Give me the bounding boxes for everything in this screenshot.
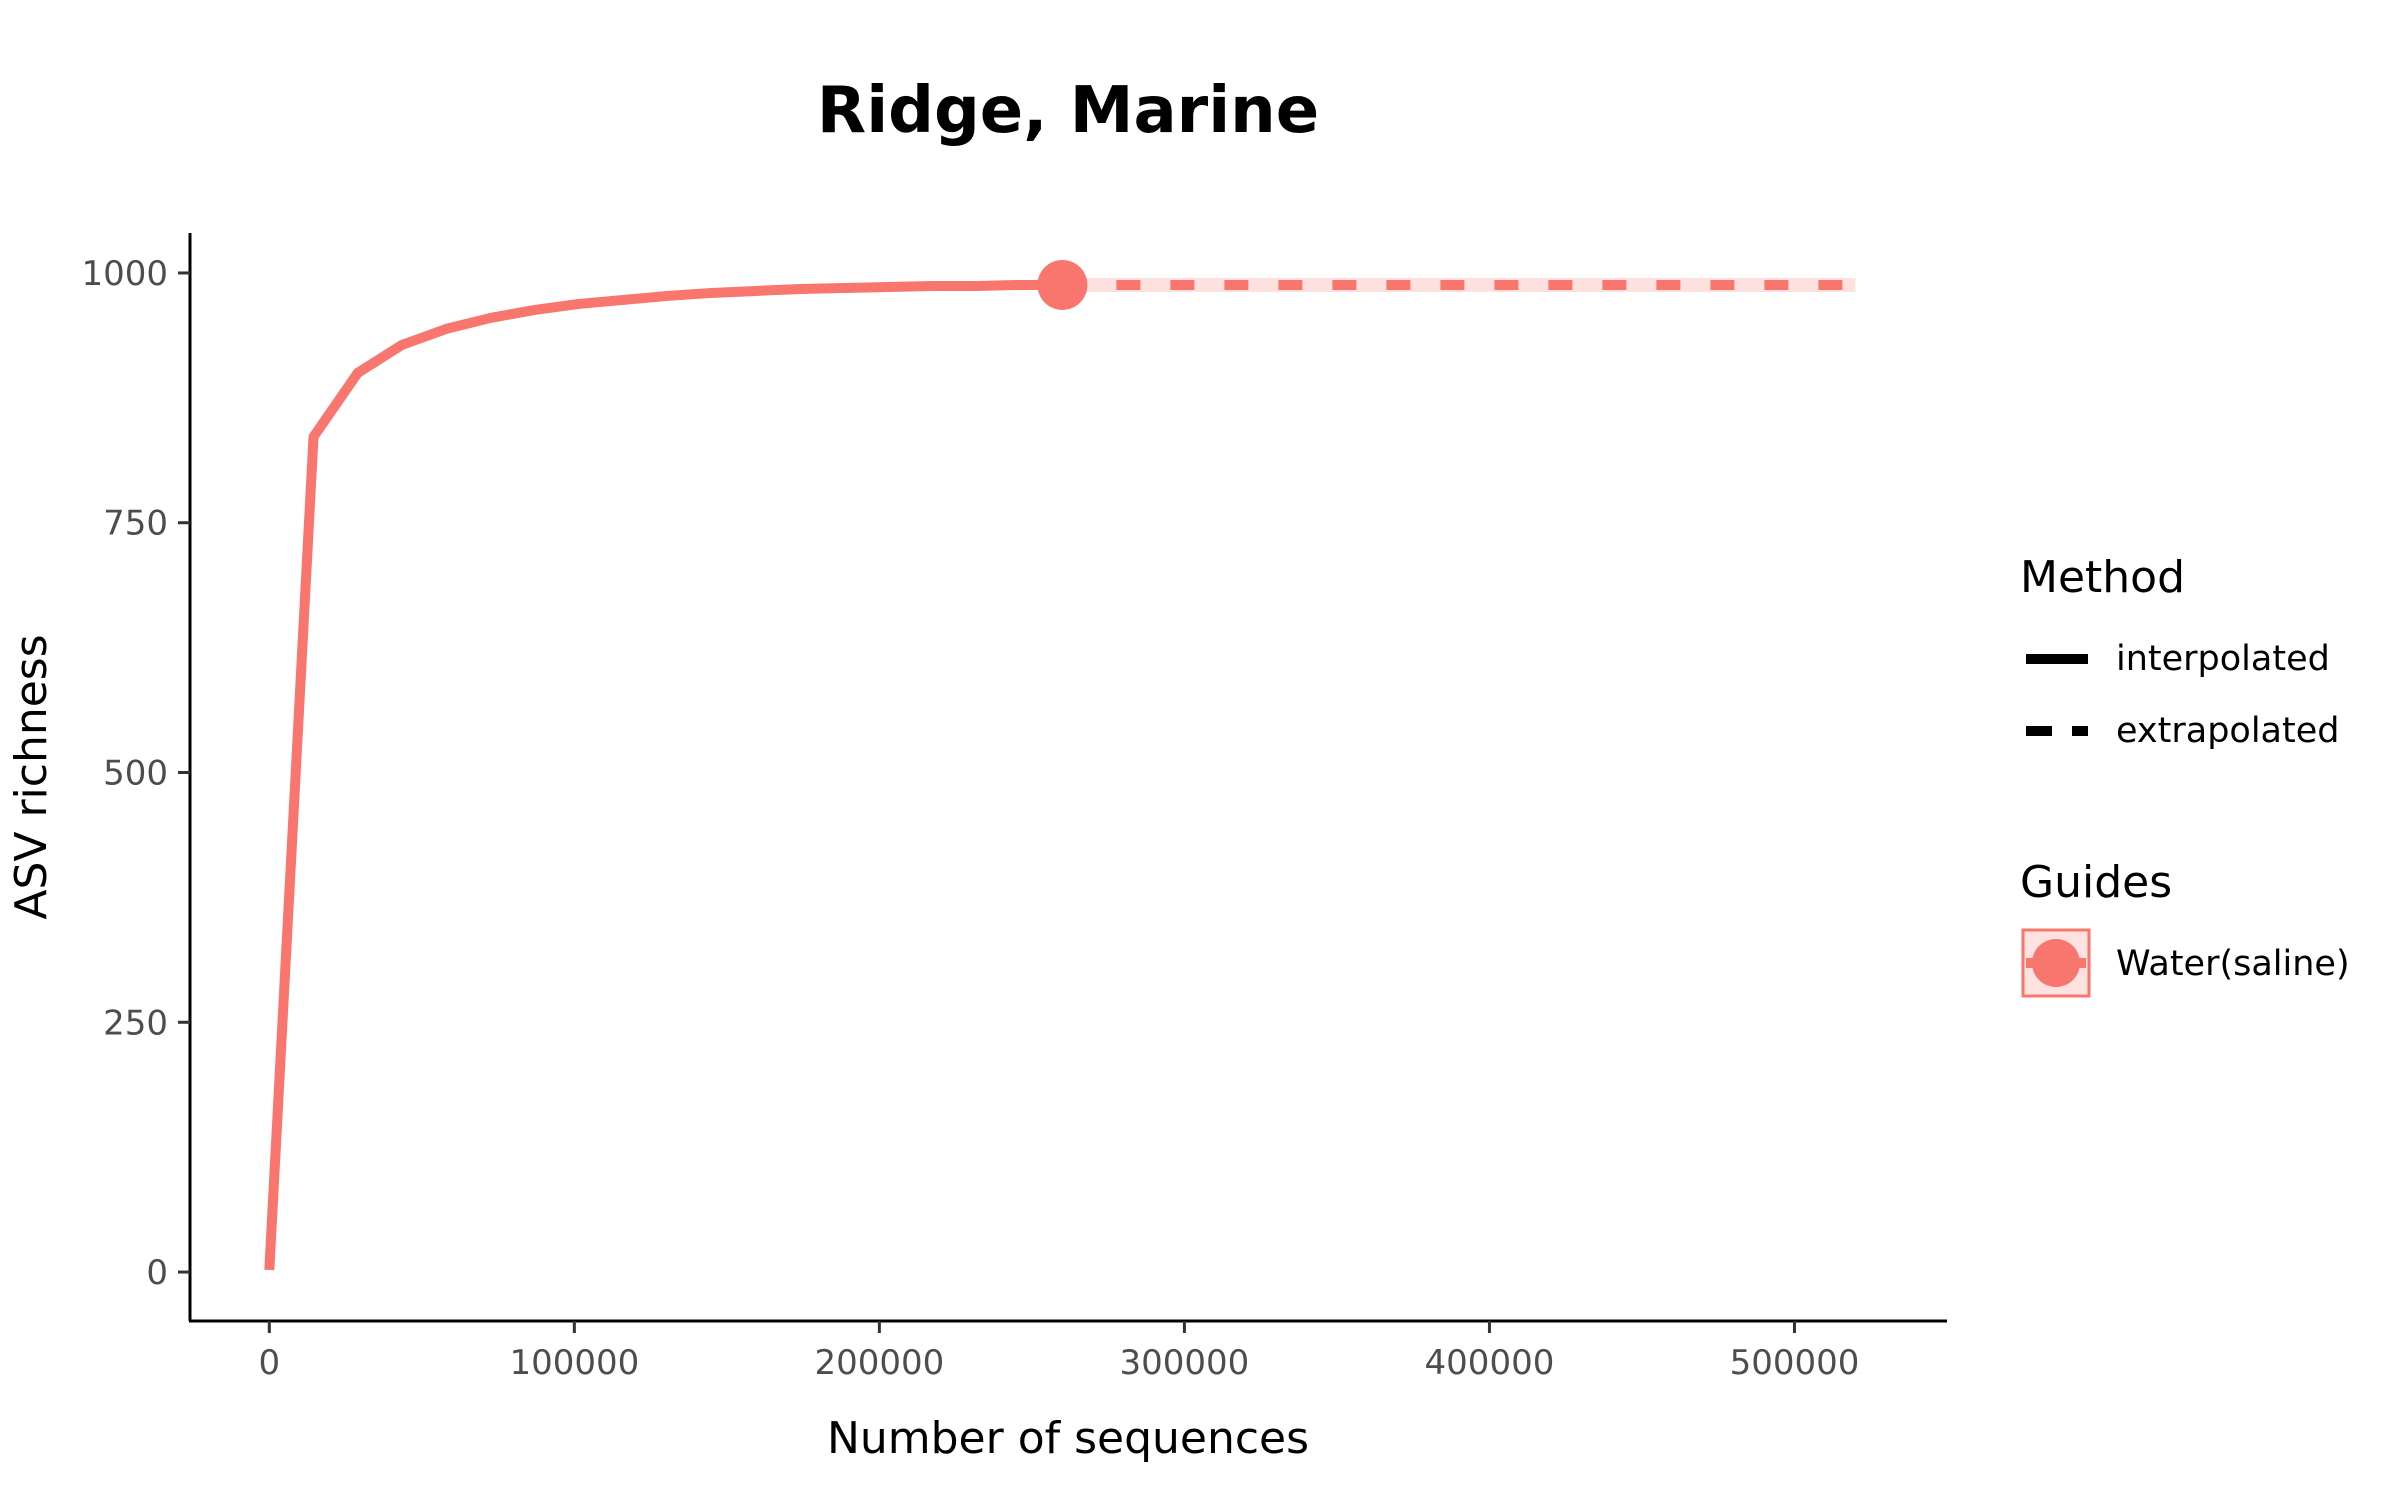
legend-extrapolated-label: extrapolated <box>2116 711 2339 751</box>
legend-water-saline-key-point <box>2032 939 2080 987</box>
x-tick-label: 0 <box>258 1343 280 1383</box>
legend-method-title: Method <box>2020 552 2185 603</box>
y-tick-label: 750 <box>103 504 168 544</box>
legend: Method interpolated extrapolated Guides … <box>2020 552 2350 998</box>
y-tick-label: 1000 <box>81 254 168 294</box>
observed-point <box>1037 259 1088 310</box>
x-axis-title: Number of sequences <box>827 1413 1309 1464</box>
chart-title: Ridge, Marine <box>817 74 1319 148</box>
y-tick-label: 250 <box>103 1003 168 1043</box>
plot-area <box>264 259 1856 1271</box>
x-tick-label: 400000 <box>1425 1343 1555 1383</box>
y-tick-label: 0 <box>146 1253 168 1293</box>
legend-water-saline-label: Water(saline) <box>2116 944 2350 984</box>
x-axis-ticks: 0 100000 200000 300000 400000 500000 <box>258 1321 1859 1383</box>
x-tick-label: 300000 <box>1120 1343 1250 1383</box>
interpolated-line <box>264 279 1063 1271</box>
y-tick-label: 500 <box>103 754 168 794</box>
x-tick-label: 500000 <box>1730 1343 1860 1383</box>
x-tick-label: 200000 <box>814 1343 944 1383</box>
y-axis-ticks: 0 250 500 750 1000 <box>81 254 190 1293</box>
series-lines <box>264 279 1856 1271</box>
legend-interpolated-label: interpolated <box>2116 639 2330 679</box>
observed-points <box>1037 259 1088 310</box>
x-tick-label: 100000 <box>509 1343 639 1383</box>
y-axis-title: ASV richness <box>6 634 57 919</box>
legend-guides-title: Guides <box>2020 857 2172 908</box>
